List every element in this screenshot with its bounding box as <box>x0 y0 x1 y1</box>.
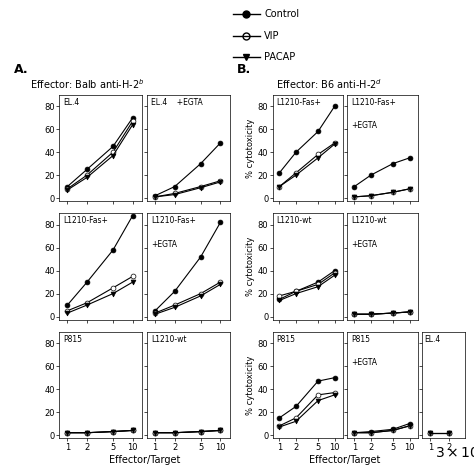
Y-axis label: % cytotoxicity: % cytotoxicity <box>246 118 255 178</box>
Text: P815: P815 <box>276 335 295 344</box>
Y-axis label: % cytotoxicity: % cytotoxicity <box>246 356 255 415</box>
Text: A.: A. <box>14 64 29 76</box>
Text: EL.4: EL.4 <box>425 335 441 344</box>
Y-axis label: % cytotoxicity: % cytotoxicity <box>246 237 255 296</box>
Text: B.: B. <box>237 64 251 76</box>
Text: +EGTA: +EGTA <box>151 240 177 249</box>
Text: Effector: Balb anti-H-2$^b$: Effector: Balb anti-H-2$^b$ <box>30 77 145 91</box>
Text: EL.4: EL.4 <box>64 98 80 107</box>
Text: Control: Control <box>264 9 300 19</box>
Text: VIP: VIP <box>264 30 280 41</box>
Text: P815: P815 <box>64 335 82 344</box>
Text: +EGTA: +EGTA <box>351 121 377 130</box>
Text: PACAP: PACAP <box>264 52 295 62</box>
Text: L1210-Fas+: L1210-Fas+ <box>151 217 196 226</box>
Text: L1210-wt: L1210-wt <box>351 217 386 226</box>
Text: P815: P815 <box>351 335 370 344</box>
Text: +EGTA: +EGTA <box>351 358 377 367</box>
Text: L1210-wt: L1210-wt <box>151 335 187 344</box>
Text: Effector: B6 anti-H-2$^d$: Effector: B6 anti-H-2$^d$ <box>276 77 383 91</box>
Text: L1210-wt: L1210-wt <box>276 217 311 226</box>
Text: L1210-Fas+: L1210-Fas+ <box>351 98 396 107</box>
Text: Effector/Target: Effector/Target <box>310 455 381 465</box>
Text: L1210-Fas+: L1210-Fas+ <box>64 217 108 226</box>
Text: EL.4    +EGTA: EL.4 +EGTA <box>151 98 203 107</box>
Text: Effector/Target: Effector/Target <box>109 455 180 465</box>
Text: L1210-Fas+: L1210-Fas+ <box>276 98 321 107</box>
Text: +EGTA: +EGTA <box>351 240 377 249</box>
